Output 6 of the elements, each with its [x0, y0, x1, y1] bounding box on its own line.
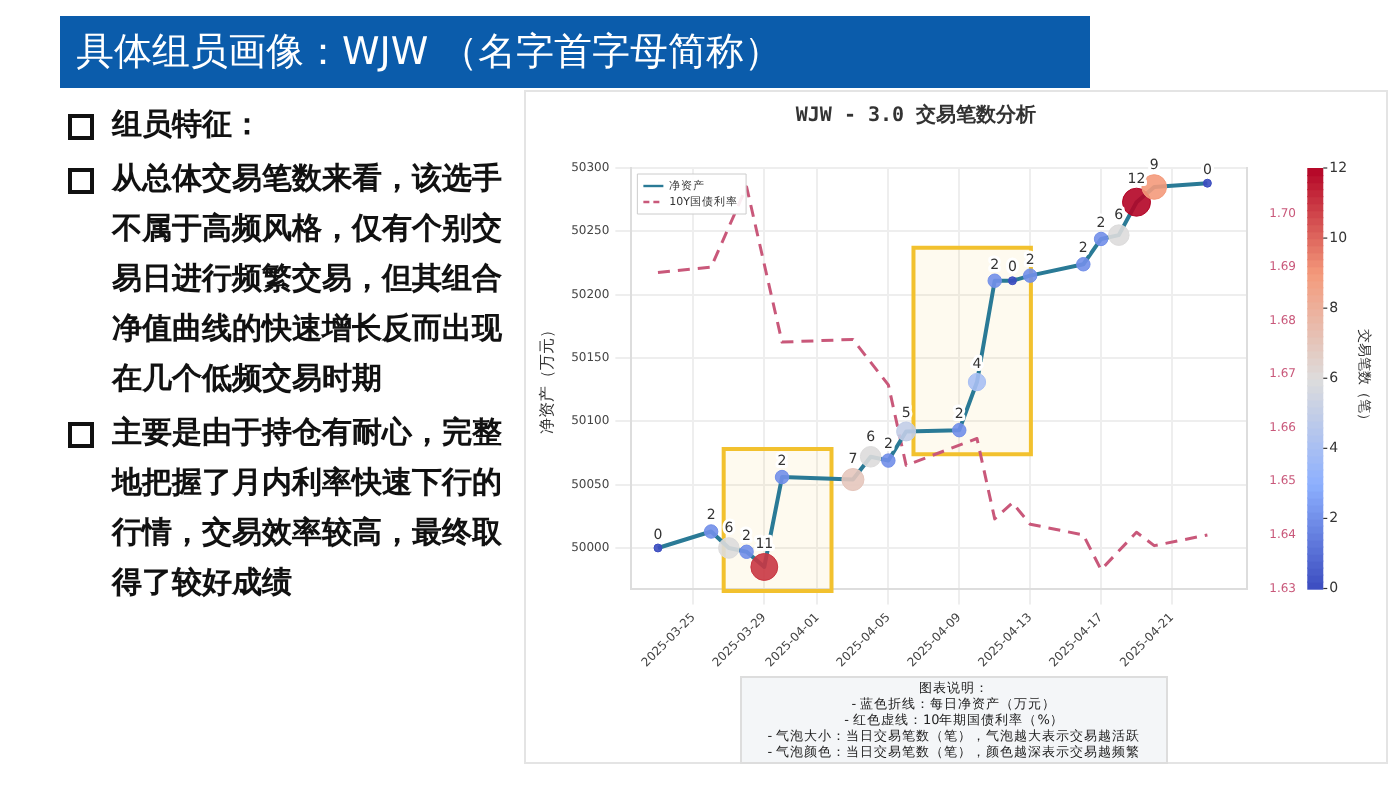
text: 主要是由于持仓有耐心，完整地把握了月内利率快速下行的行情，交易效率较高，最终取得了较好成绩	[112, 414, 502, 600]
text: 具体组员画像：WJW （名字首字母简称）	[60, 16, 1090, 88]
y-axis-title: 净资产（万元）	[538, 322, 557, 435]
chart-title: WJW - 3.0 交易笔数分析	[795, 103, 1037, 128]
text: 组员特征：	[112, 106, 262, 142]
text: 从总体交易笔数来看，该选手不属于高频风格，仅有个别交易日进行频繁交易，但其组合净值曲线的快速增长反而出现在几个低频交易时期	[112, 160, 502, 396]
